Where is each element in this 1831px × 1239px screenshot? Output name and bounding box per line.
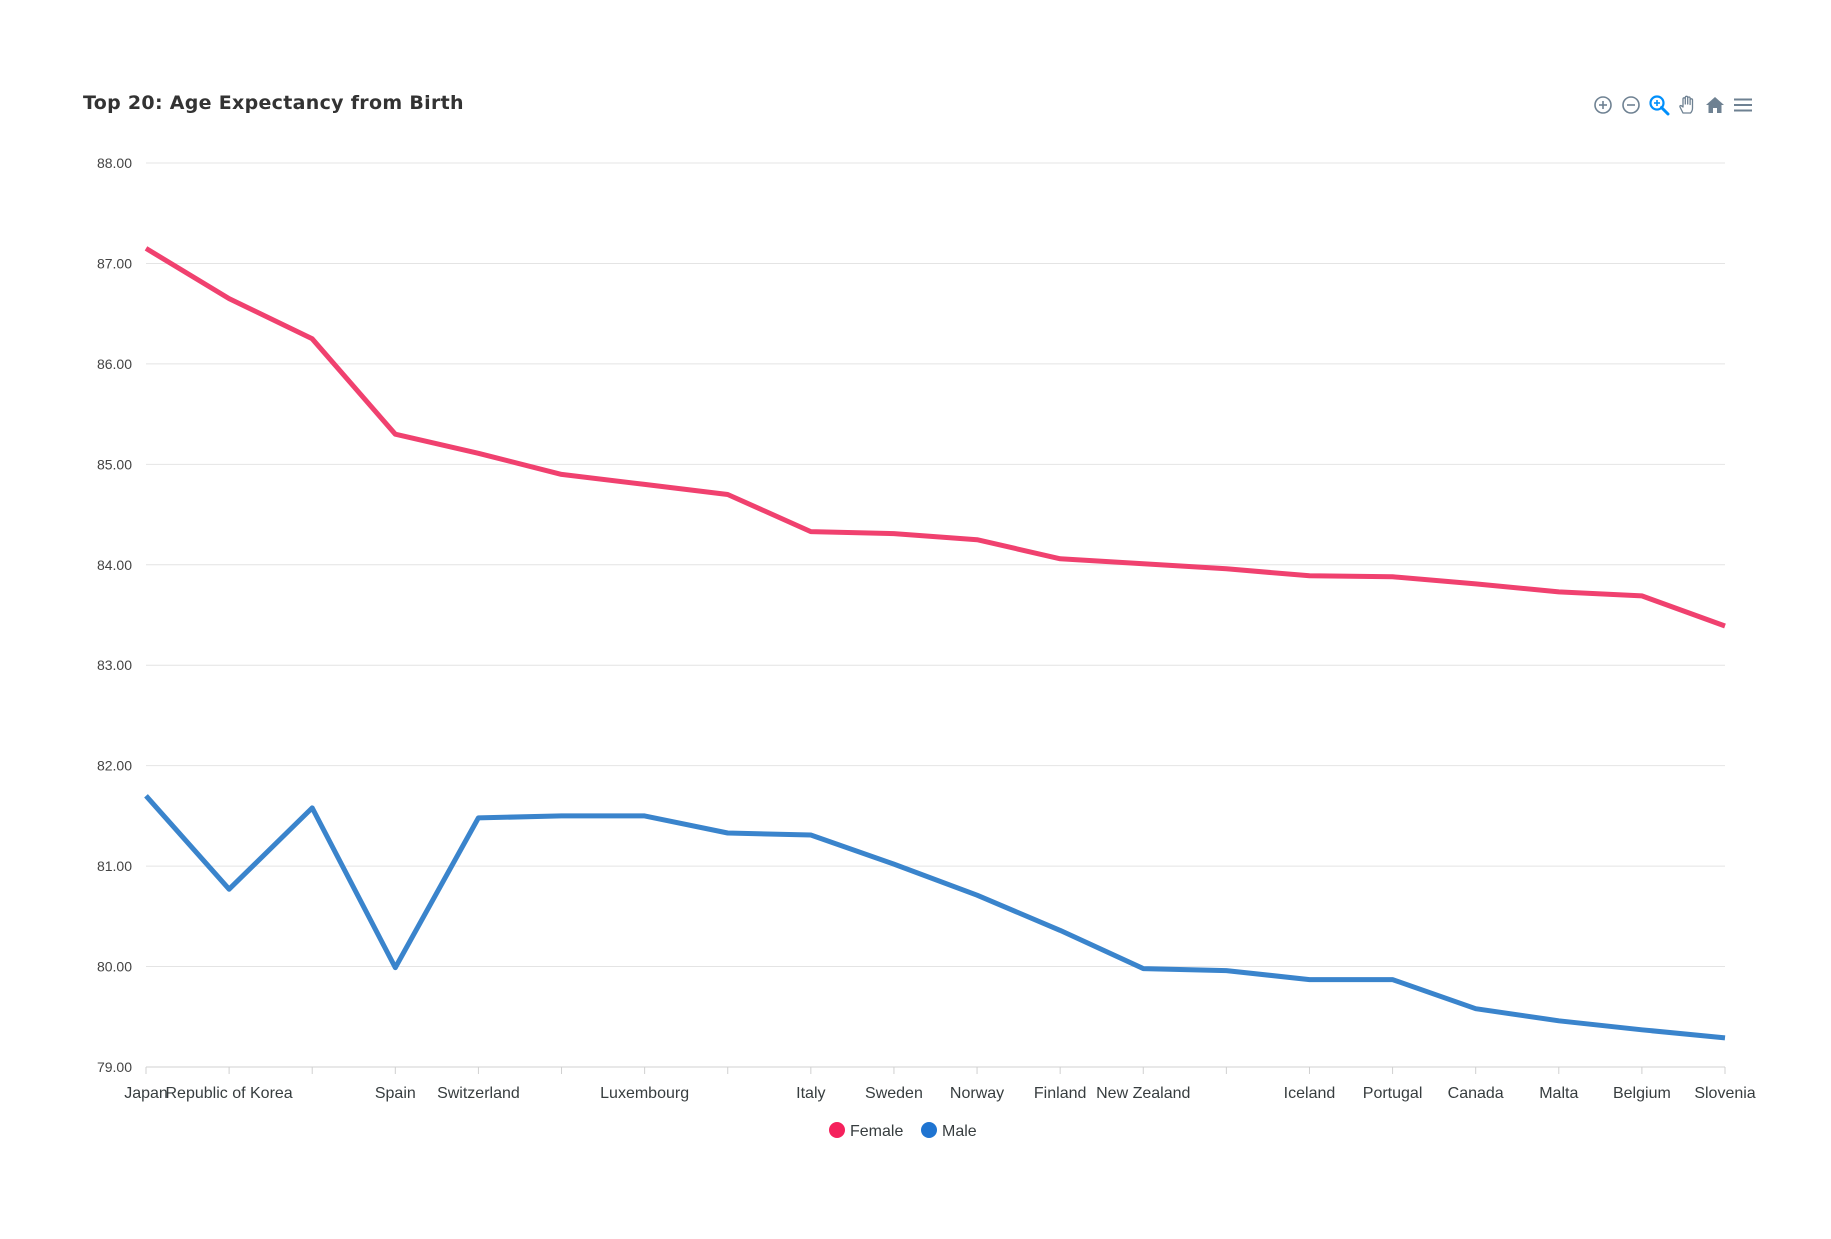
x-tick-label: Switzerland	[437, 1085, 520, 1102]
x-tick-label: Finland	[1034, 1085, 1086, 1102]
x-tick-label: New Zealand	[1096, 1085, 1190, 1102]
y-tick-label: 82.00	[97, 758, 132, 774]
y-tick-label: 79.00	[97, 1059, 132, 1075]
zoom-out-button[interactable]	[1618, 92, 1644, 118]
x-tick-label: Portugal	[1363, 1085, 1423, 1102]
y-tick-label: 87.00	[97, 255, 132, 271]
y-axis: 79.00 80.00 81.00 82.00 83.00 84.00 85.00 86.00…	[97, 155, 132, 1075]
legend-label-male[interactable]: Male	[942, 1123, 977, 1140]
x-tick-label: Japan	[124, 1085, 168, 1102]
zoom-out-icon	[1622, 96, 1640, 114]
x-tick-label: Malta	[1539, 1085, 1578, 1102]
y-tick-label: 86.00	[97, 356, 132, 372]
series-line-female	[144, 246, 1726, 629]
x-tick-label: Iceland	[1284, 1085, 1336, 1102]
x-tick-label: Norway	[950, 1085, 1004, 1102]
home-reset-icon	[1706, 97, 1724, 113]
x-tick-label: Sweden	[865, 1085, 923, 1102]
y-tick-label: 80.00	[97, 959, 132, 975]
y-tick-label: 84.00	[97, 557, 132, 573]
series-lines	[144, 246, 1726, 1041]
series-line-male	[144, 794, 1726, 1041]
chart-title: Top 20: Age Expectancy from Birth	[83, 92, 464, 114]
y-tick-label: 88.00	[97, 155, 132, 171]
reset-zoom-button[interactable]	[1702, 92, 1728, 118]
x-tick-label: Spain	[375, 1085, 416, 1102]
pan-button[interactable]	[1674, 92, 1700, 118]
grid-lines	[146, 162, 1725, 1068]
chart-toolbar	[1590, 92, 1756, 118]
x-tick-label: Slovenia	[1694, 1085, 1755, 1102]
x-tick-label: Belgium	[1613, 1085, 1671, 1102]
x-tick-label: Italy	[796, 1085, 825, 1102]
pan-hand-icon	[1679, 95, 1694, 114]
y-tick-label: 81.00	[97, 858, 132, 874]
selection-zoom-button[interactable]	[1646, 92, 1672, 118]
x-tick-label: Luxembourg	[600, 1085, 689, 1102]
zoom-in-icon	[1594, 96, 1612, 114]
x-tick-label: Republic of Korea	[166, 1085, 293, 1102]
menu-icon	[1734, 98, 1752, 112]
zoom-in-button[interactable]	[1590, 92, 1616, 118]
legend: Female Male	[829, 1122, 977, 1140]
selection-zoom-icon	[1649, 95, 1670, 116]
y-tick-label: 85.00	[97, 456, 132, 472]
legend-marker-male[interactable]	[921, 1122, 937, 1138]
y-tick-label: 83.00	[97, 657, 132, 673]
chart-menu-button[interactable]	[1730, 92, 1756, 118]
legend-marker-female[interactable]	[829, 1122, 845, 1138]
legend-label-female[interactable]: Female	[850, 1123, 903, 1140]
x-tick-label: Canada	[1448, 1085, 1504, 1102]
